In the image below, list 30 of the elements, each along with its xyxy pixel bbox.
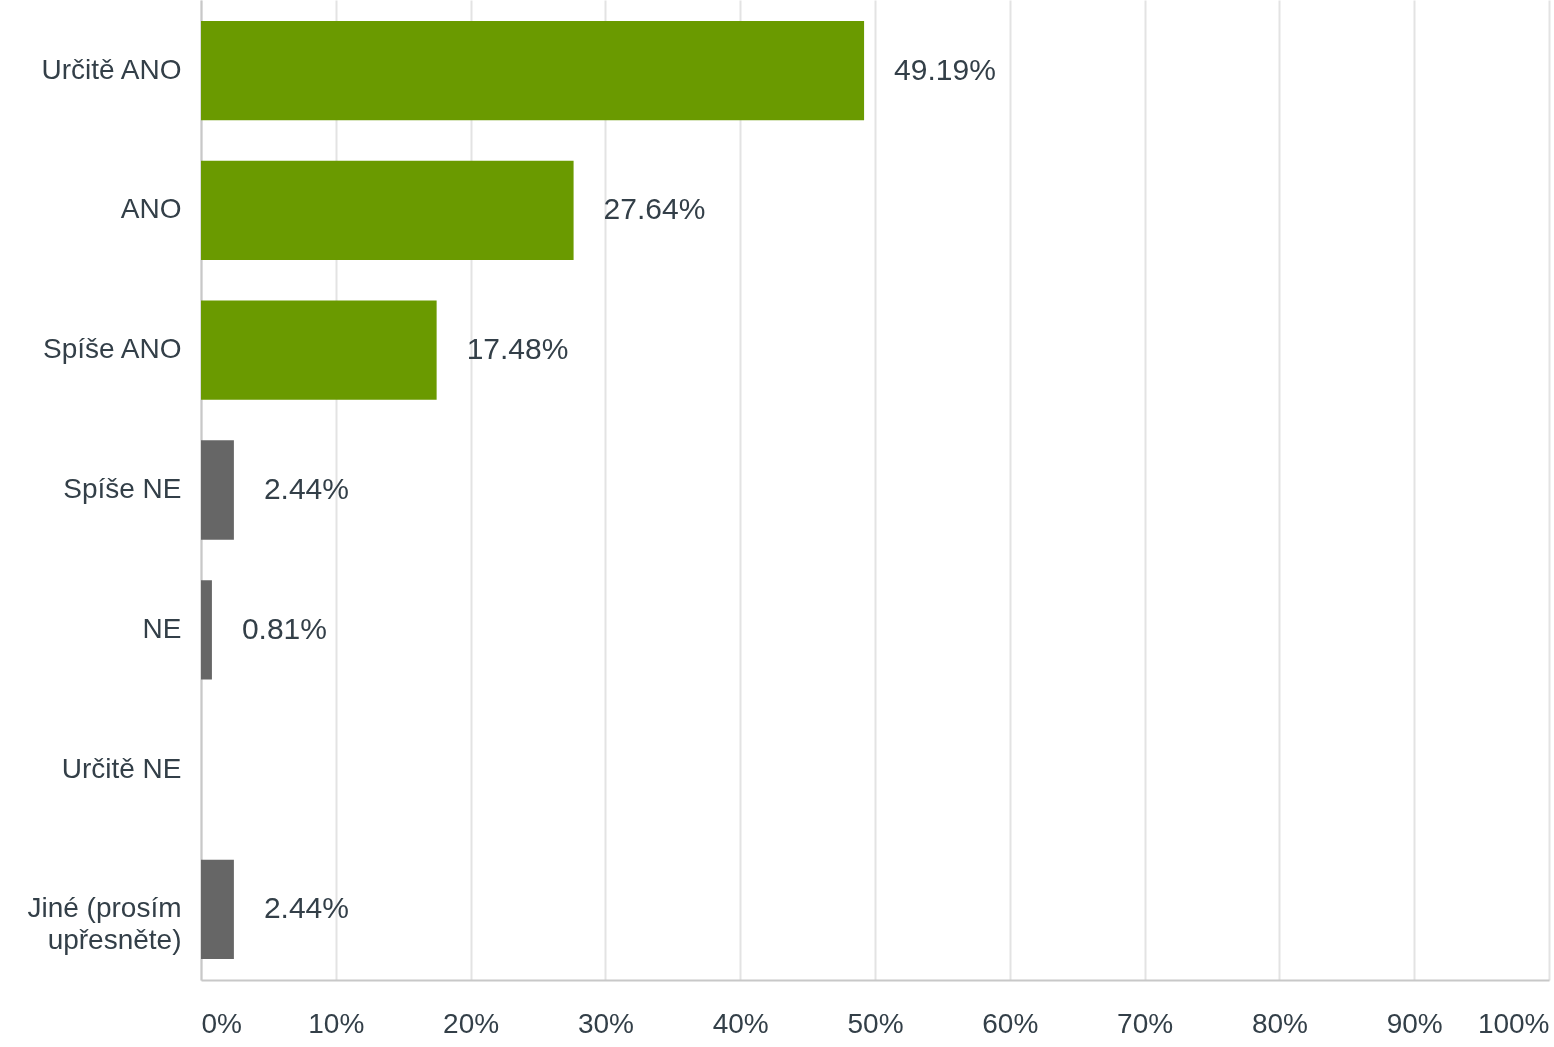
bar	[201, 580, 212, 680]
bar	[201, 160, 574, 261]
x-tick-label: 30%	[577, 1007, 634, 1039]
y-tick-label: Určitě ANO	[41, 53, 182, 85]
x-tick-label: 10%	[308, 1007, 365, 1039]
x-tick-label: 60%	[982, 1007, 1039, 1039]
x-tick-label: 50%	[847, 1007, 904, 1039]
y-tick-label: NE	[142, 612, 182, 644]
x-tick-label: 80%	[1251, 1007, 1308, 1039]
bar	[201, 20, 865, 121]
bar	[201, 440, 234, 540]
y-tick-label: Jiné (prosím upřesněte)	[27, 892, 182, 956]
x-tick-label: 70%	[1117, 1007, 1174, 1039]
x-tick-label: 90%	[1386, 1007, 1443, 1039]
x-tick-label: 40%	[712, 1007, 769, 1039]
y-tick-label: Spíše ANO	[42, 333, 182, 365]
y-tick-label: Spíše NE	[63, 473, 182, 504]
data-label: 17.48%	[466, 332, 569, 366]
data-label: 49.19%	[894, 52, 996, 86]
data-label: 27.64%	[603, 192, 706, 226]
data-label: 2.44%	[263, 472, 349, 505]
data-label: 2.44%	[263, 891, 349, 925]
x-tick-label: 20%	[443, 1007, 500, 1039]
bar	[201, 300, 437, 400]
x-tick-label: 100%	[1477, 1007, 1550, 1039]
x-tick-label: 0%	[201, 1007, 242, 1039]
bar	[201, 859, 234, 960]
y-tick-label: Určitě NE	[61, 752, 182, 784]
y-tick-label: ANO	[120, 193, 182, 225]
data-label: 0.81%	[241, 611, 327, 645]
